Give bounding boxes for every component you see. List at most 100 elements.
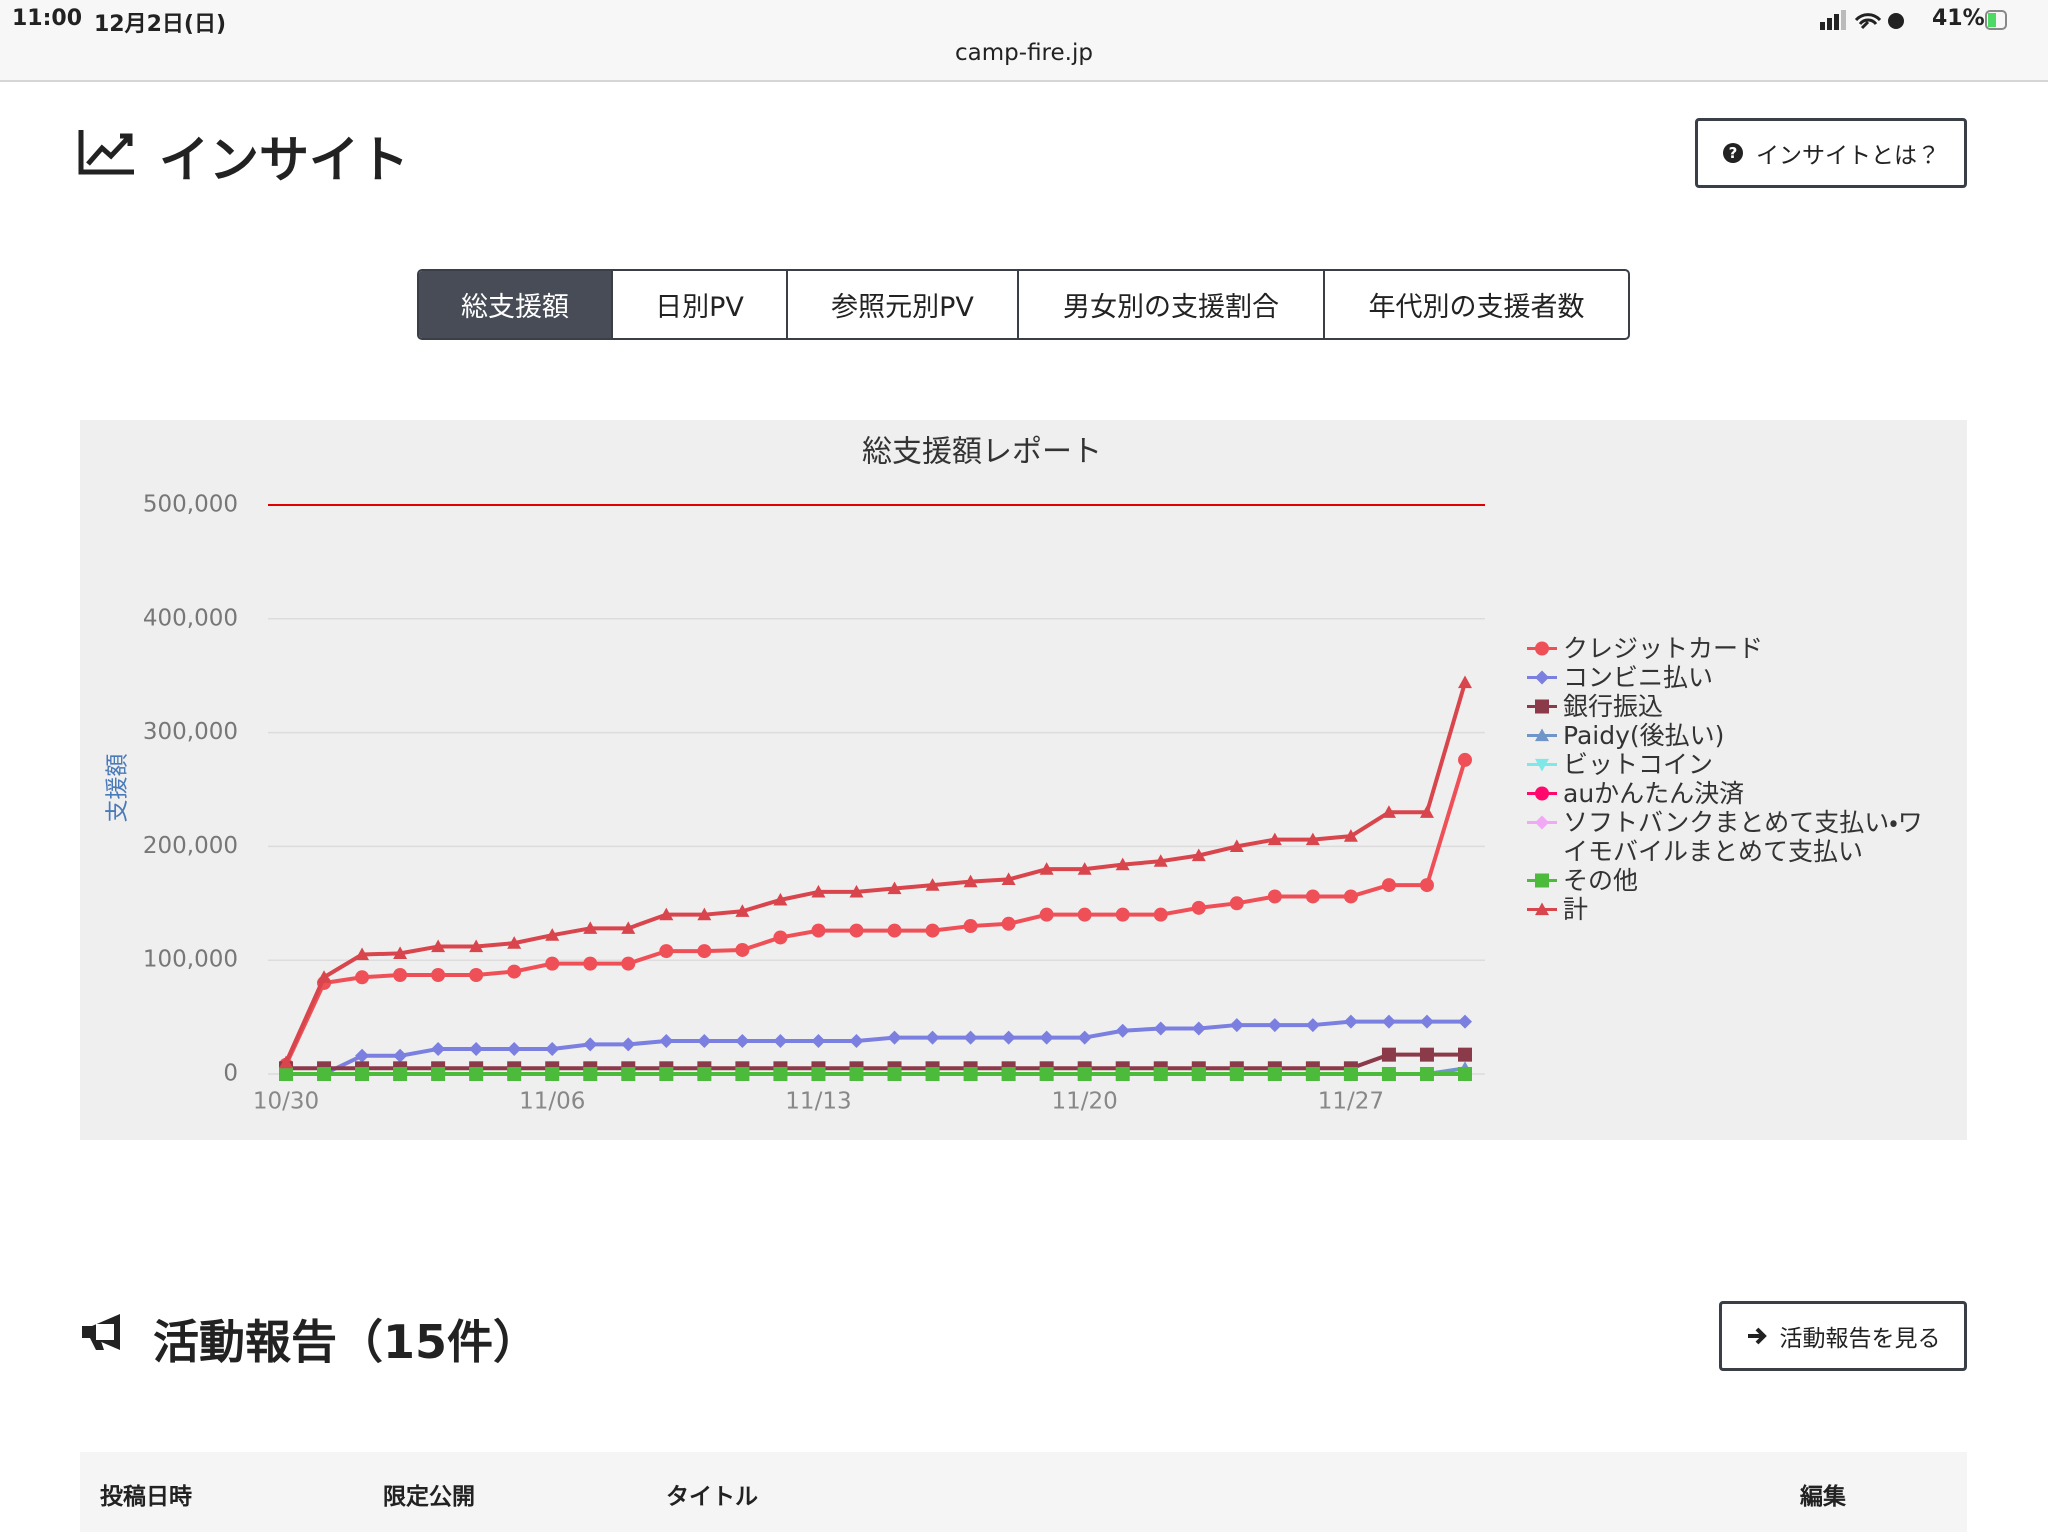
data-point [1229,1067,1244,1081]
data-point [735,942,750,957]
x-tick-label: 11/20 [1052,1089,1118,1115]
data-point [697,1033,712,1048]
data-point [355,970,370,985]
table-header: 投稿日時 限定公開 タイトル 編集 [80,1452,1967,1532]
legend-symbol [1527,728,1557,742]
status-bar: 11:00 12月2日(日) camp-fire.jp 41% [0,0,2048,82]
chart-icon [78,130,134,175]
help-button[interactable]: ? インサイトとは？ [1695,118,1967,188]
data-point [963,1067,978,1081]
data-point [887,881,902,895]
data-point [963,919,978,934]
data-point [1343,1014,1358,1029]
data-point [583,1067,598,1081]
data-point [1267,1018,1282,1033]
data-point [1039,862,1054,875]
megaphone-icon [82,1314,120,1350]
tab[interactable]: 年代別の支援者数 [1368,292,1585,323]
legend-item: コンビニ払い [1525,663,1928,692]
data-point [1419,1014,1434,1029]
data-point [887,1030,902,1045]
legend-item: auかんたん決済 [1525,779,1928,808]
data-point [1191,848,1206,862]
y-tick-label: 400,000 [143,605,238,631]
legend-label: その他 [1563,866,1639,895]
tab[interactable]: 参照元別PV [788,271,1019,338]
activity-button-label: 活動報告を見る [1779,1326,1941,1352]
legend-label: コンビニ払い [1563,663,1714,692]
data-point [925,1067,940,1081]
legend-item: ソフトバンクまとめて支払い・ワイモバイルまとめて支払い [1525,808,1928,866]
data-point [1267,889,1282,904]
data-point [925,923,940,938]
data-point [621,1037,636,1052]
table-header-cell: 編集 [1800,1484,1846,1510]
data-point [1001,872,1016,886]
legend-symbol [1527,758,1557,772]
data-point [1381,1047,1396,1062]
legend-marker [1535,786,1549,801]
data-point [1115,857,1130,871]
data-point [393,946,408,959]
data-point [1458,1047,1472,1062]
help-label: インサイトとは？ [1756,143,1940,169]
activity-button[interactable]: 活動報告を見る [1719,1301,1967,1371]
data-point [469,939,484,953]
battery: 41% [1932,6,1985,31]
data-point [545,1041,560,1056]
data-point [317,970,332,983]
data-point [887,1067,902,1081]
y-tick-label: 300,000 [143,719,238,745]
data-point [735,1067,750,1081]
data-point [507,936,522,949]
data-point [1153,1067,1168,1081]
legend-item: クレジットカード [1525,634,1928,663]
legend-label: auかんたん決済 [1563,779,1745,808]
tab[interactable]: 日別PV [613,271,788,338]
data-point [1458,752,1472,767]
data-point [355,1048,370,1063]
x-tick-label: 11/06 [519,1089,585,1115]
legend-marker [1535,815,1549,830]
data-point [1305,1018,1320,1033]
data-point [355,1067,370,1081]
data-point [659,1033,674,1048]
tab[interactable]: 男女別の支援割合 [1019,271,1325,338]
data-point [1381,1014,1396,1029]
data-point [1039,1067,1054,1081]
tab[interactable]: 総支援額 [419,271,613,338]
data-point [583,921,598,934]
legend-item: その他 [1525,866,1928,895]
data-point [1267,832,1282,846]
data-point [1153,907,1168,922]
data-point [1115,1067,1130,1081]
data-point [1419,1047,1434,1062]
data-point [393,1048,408,1063]
data-point [431,1041,446,1056]
legend-marker [1535,670,1549,685]
legend-label: 計 [1563,895,1589,924]
data-point [811,884,826,898]
data-point [1458,1067,1472,1081]
data-point [1229,1018,1244,1033]
legend-label: Paidy(後払い) [1563,721,1725,750]
data-point [507,1041,522,1056]
data-point [431,939,446,953]
legend-symbol [1527,786,1557,801]
chart-background [80,420,1967,1140]
data-point [507,1067,522,1081]
x-tick-label: 11/27 [1318,1089,1384,1115]
data-point [697,944,712,959]
data-point [659,944,674,959]
url[interactable]: camp-fire.jp [955,40,1093,66]
legend-marker [1535,873,1549,888]
data-point [545,1067,560,1081]
data-point [735,1033,750,1048]
svg-text:?: ? [1729,144,1738,162]
data-point [849,1067,864,1081]
data-point [1305,889,1320,904]
data-point [317,1067,332,1081]
data-point [697,1067,712,1081]
data-point [393,1067,408,1081]
data-point [545,956,560,971]
